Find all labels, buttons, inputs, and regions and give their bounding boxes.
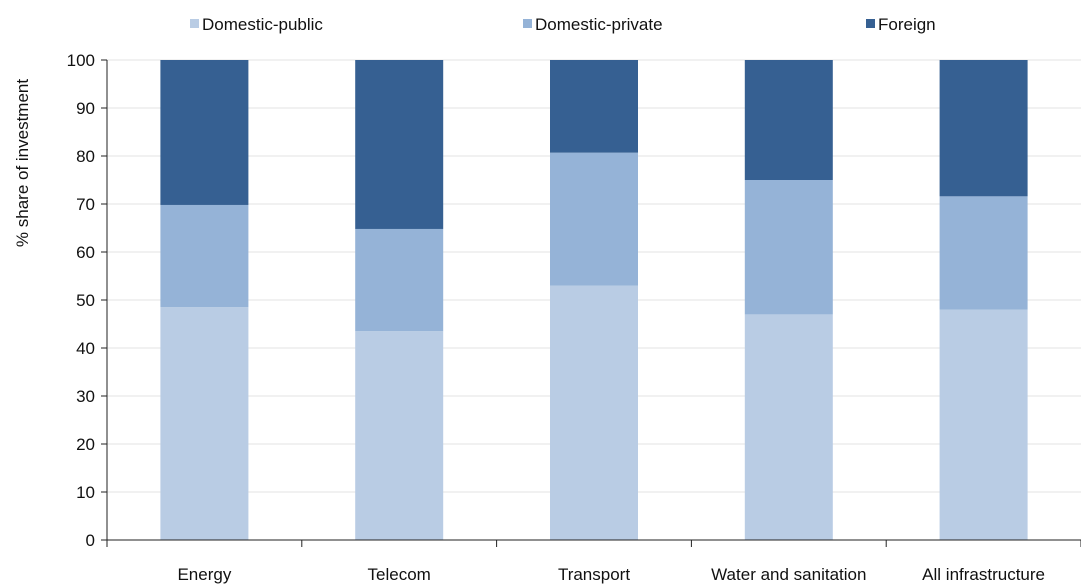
bar-segment-domestic-public bbox=[939, 309, 1028, 540]
y-tick-label: 80 bbox=[76, 147, 95, 166]
legend-label: Domestic-private bbox=[535, 15, 663, 34]
legend-item: Foreign bbox=[866, 15, 936, 34]
bar-segment-domestic-private bbox=[355, 228, 444, 332]
y-tick-label: 10 bbox=[76, 483, 95, 502]
y-tick-labels: 0 10 20 30 40 50 60 70 80 90 100 bbox=[67, 51, 95, 550]
legend-item: Domestic-private bbox=[523, 15, 663, 34]
x-tick-label: Telecom bbox=[368, 565, 431, 584]
legend-swatch bbox=[190, 19, 199, 28]
x-tick-labels: Energy Telecom Transport Water and sanitati… bbox=[177, 565, 1045, 584]
legend-label: Domestic-public bbox=[202, 15, 323, 34]
y-tick-label: 0 bbox=[86, 531, 95, 550]
y-tick-label: 100 bbox=[67, 51, 95, 70]
bar-segment-foreign bbox=[160, 60, 249, 205]
y-tick-label: 90 bbox=[76, 99, 95, 118]
y-tick-label: 20 bbox=[76, 435, 95, 454]
x-tick-label: Water and sanitation bbox=[711, 565, 866, 584]
axes bbox=[101, 59, 1081, 547]
bar-segment-foreign bbox=[939, 60, 1028, 197]
legend-item: Domestic-public bbox=[190, 15, 323, 34]
bar-segment-domestic-private bbox=[939, 196, 1028, 310]
y-axis-label: % share of investment bbox=[13, 79, 32, 247]
legend-swatch bbox=[866, 19, 875, 28]
y-tick-label: 60 bbox=[76, 243, 95, 262]
x-tick-label: Transport bbox=[558, 565, 630, 584]
bar-segment-domestic-private bbox=[550, 152, 638, 286]
bar-segment-foreign bbox=[550, 60, 638, 153]
y-tick-label: 70 bbox=[76, 195, 95, 214]
x-tick-label: All infrastructure bbox=[922, 565, 1045, 584]
bar-segment-foreign bbox=[744, 60, 833, 180]
x-tick-label: Energy bbox=[177, 565, 231, 584]
bar-segment-domestic-private bbox=[160, 204, 249, 308]
bar-segment-domestic-public bbox=[550, 285, 638, 540]
y-tick-label: 40 bbox=[76, 339, 95, 358]
bars bbox=[160, 60, 1028, 540]
legend-label: Foreign bbox=[878, 15, 936, 34]
bar-segment-domestic-private bbox=[744, 180, 833, 315]
y-tick-label: 30 bbox=[76, 387, 95, 406]
bar-segment-domestic-public bbox=[160, 307, 249, 540]
legend: Domestic-public Domestic-private Foreign bbox=[190, 15, 936, 34]
bar-segment-domestic-public bbox=[744, 314, 833, 540]
legend-swatch bbox=[523, 19, 532, 28]
bar-segment-domestic-public bbox=[355, 331, 444, 540]
y-tick-label: 50 bbox=[76, 291, 95, 310]
bar-segment-foreign bbox=[355, 60, 444, 229]
